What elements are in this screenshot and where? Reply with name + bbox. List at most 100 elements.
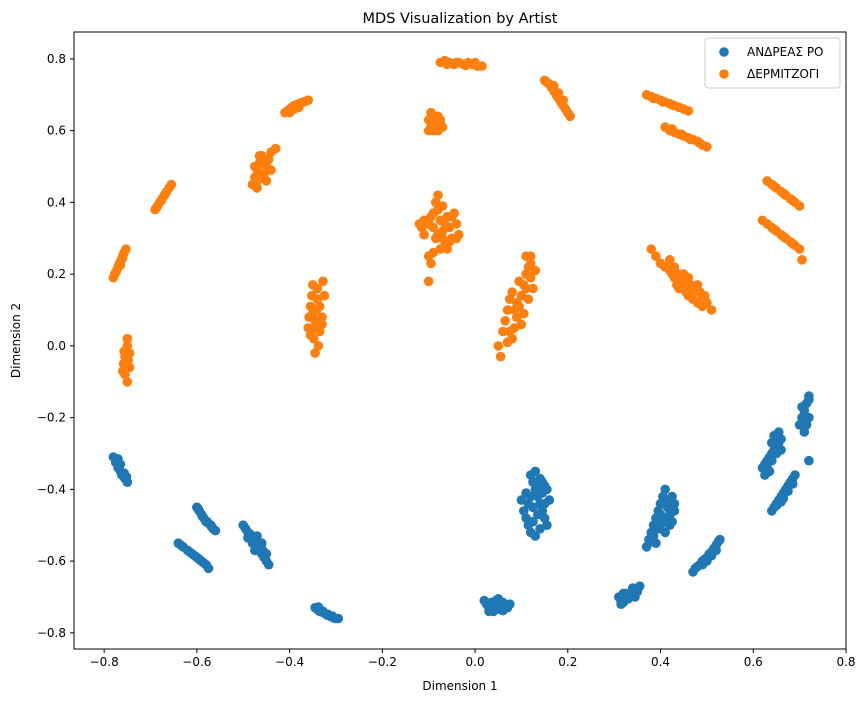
- data-point-s1-107: [423, 251, 434, 261]
- legend: ΑΝΔΡΕΑΣ ΡΟ ΔΕΡΜΙΤΖΟΓΙ: [704, 37, 841, 89]
- data-point-s1-11: [117, 253, 128, 263]
- data-point-s1-217: [669, 262, 680, 272]
- data-point-s1-148: [470, 57, 480, 68]
- y-tick-label: −0.2: [37, 411, 66, 425]
- data-point-s2-12: [667, 100, 677, 110]
- plot-frame: [73, 31, 847, 650]
- x-tick-label: −0.2: [368, 655, 397, 669]
- data-point-s2-48: [769, 181, 779, 192]
- data-point-s0-224: [800, 416, 810, 427]
- data-point-s1-222: [692, 280, 703, 290]
- data-point-s1-87: [310, 348, 320, 358]
- data-point-s1-80: [319, 290, 330, 301]
- data-point-s0-49: [263, 559, 274, 570]
- y-tick-label: 0.8: [47, 52, 66, 66]
- data-point-s1-17: [123, 355, 133, 366]
- x-tick-label: 0.6: [744, 655, 763, 669]
- data-point-s0-197: [767, 437, 777, 448]
- data-point-s1-108: [426, 258, 436, 269]
- x-tick-label: 0.8: [836, 655, 855, 669]
- data-point-s1-109: [423, 276, 434, 287]
- data-point-s1-63: [303, 95, 314, 105]
- data-point-s2-9: [683, 106, 694, 116]
- data-point-s1-83: [314, 301, 325, 312]
- data-point-s1-150: [495, 351, 506, 362]
- data-point-s0-221: [799, 427, 810, 437]
- y-tick-label: −0.8: [37, 626, 66, 640]
- x-tick-label: −0.8: [90, 655, 119, 669]
- data-point-s0-145: [660, 484, 670, 495]
- x-tick-label: −0.6: [182, 655, 211, 669]
- data-point-s2-11: [658, 97, 668, 107]
- data-point-s1-149: [493, 341, 504, 351]
- data-point-s1-117: [433, 229, 443, 240]
- data-point-s1-67: [303, 323, 314, 333]
- data-point-s0-179: [711, 545, 721, 556]
- y-axis-ticks: −0.8 −0.6 −0.4 −0.2 0.0 0.2 0.4 0.6 0.8: [37, 52, 74, 640]
- data-point-s0-160: [655, 520, 666, 530]
- x-tick-label: 0.4: [651, 655, 670, 669]
- data-point-s0-113: [542, 484, 552, 495]
- data-point-s1-18: [124, 362, 135, 373]
- data-point-s0-119: [525, 491, 536, 502]
- data-point-s1-195: [651, 251, 661, 261]
- data-point-s0-114: [530, 531, 541, 541]
- data-point-s0-117: [535, 524, 545, 534]
- data-point-s0-190: [767, 455, 777, 466]
- legend-label-andreas: ΑΝΔΡΕΑΣ ΡΟ: [747, 45, 824, 59]
- data-point-s1-23: [119, 346, 129, 357]
- data-point-s1-223: [697, 290, 708, 301]
- data-point-s0-118: [539, 498, 550, 509]
- data-point-s0-132: [616, 599, 626, 609]
- data-point-s1-145: [442, 59, 453, 70]
- data-point-s1-133: [428, 125, 439, 136]
- data-point-s2-37: [769, 224, 779, 235]
- data-point-s1-171: [512, 298, 522, 308]
- data-point-s1-82: [305, 330, 316, 340]
- data-point-s0-136: [630, 592, 640, 602]
- data-point-s2-24: [676, 129, 687, 139]
- x-axis-ticks: −0.8 −0.6 −0.4 −0.2 0.0 0.2 0.4 0.6 0.8: [90, 649, 856, 669]
- data-point-s1-218: [674, 269, 684, 279]
- data-point-s1-48: [254, 151, 265, 161]
- y-tick-label: 0.2: [47, 267, 66, 281]
- x-tick-label: 0.2: [558, 655, 577, 669]
- data-point-s0-225: [804, 455, 814, 466]
- data-point-s1-8: [121, 244, 131, 254]
- data-point-s0-211: [783, 486, 793, 497]
- x-tick-label: 0.0: [466, 655, 485, 669]
- data-point-s2-36: [797, 254, 807, 265]
- data-point-s2-10: [648, 93, 659, 104]
- legend-label-dermitzogi: ΔΕΡΜΙΤΖΟΓΙ: [747, 67, 819, 81]
- data-point-s2-35: [794, 244, 805, 254]
- data-point-s1-129: [423, 115, 434, 125]
- data-point-s2-26: [695, 138, 705, 148]
- y-tick-label: 0.6: [47, 124, 66, 138]
- data-point-s1-153: [502, 305, 513, 315]
- data-point-s1-130: [426, 107, 436, 118]
- data-point-s0-213: [776, 497, 786, 507]
- data-point-s1-176: [505, 326, 515, 337]
- data-point-s1-116: [428, 208, 439, 218]
- data-point-s1-191: [549, 81, 559, 91]
- data-point-s2-25: [685, 134, 696, 145]
- data-point-s0-11: [121, 472, 132, 482]
- data-point-s1-151: [498, 326, 508, 337]
- data-point-s0-223: [804, 391, 814, 401]
- data-point-s1-91: [428, 222, 439, 233]
- data-point-s0-212: [787, 479, 798, 489]
- data-point-s2-50: [787, 195, 798, 206]
- data-point-s1-214: [702, 298, 712, 308]
- data-point-s1-49: [259, 158, 269, 168]
- data-point-s1-19: [122, 333, 133, 344]
- data-point-s0-121: [537, 477, 548, 488]
- data-point-s1-52: [252, 183, 262, 193]
- data-point-s1-194: [646, 244, 657, 254]
- data-point-s0-196: [776, 445, 786, 455]
- data-point-s0-89: [484, 606, 494, 617]
- data-point-s0-106: [525, 470, 536, 480]
- data-point-s0-159: [646, 536, 657, 547]
- data-point-s2-39: [787, 238, 798, 249]
- data-point-s0-208: [790, 470, 800, 480]
- data-point-s1-115: [414, 219, 425, 229]
